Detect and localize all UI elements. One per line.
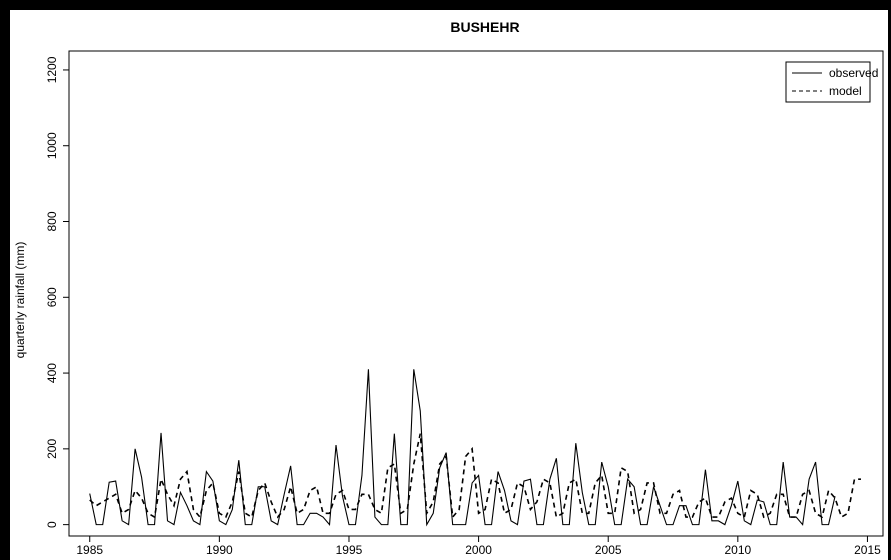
x-axis: 1985 1990 1995 2000 2005 2010 2015 — [76, 536, 881, 557]
y-tick-label: 800 — [45, 211, 59, 231]
y-tick-label: 1200 — [45, 56, 59, 83]
series-layer — [89, 369, 861, 527]
x-tick-label: 2010 — [724, 543, 751, 557]
legend: observed model — [785, 61, 878, 103]
x-tick-label: 1990 — [206, 543, 233, 557]
y-tick-label: 0 — [45, 521, 59, 528]
series-line-observed — [89, 369, 836, 527]
y-axis: 0 200 400 600 800 1000 1200 — [45, 56, 69, 528]
x-tick-label: 2000 — [465, 543, 492, 557]
chart-title: BUSHEHR — [450, 19, 519, 35]
legend-box — [785, 61, 871, 103]
y-tick-label: 200 — [45, 439, 59, 459]
y-tick-label: 600 — [45, 287, 59, 307]
x-tick-label: 2005 — [595, 543, 622, 557]
y-tick-label: 1000 — [45, 132, 59, 159]
y-axis-label: quarterly rainfall (mm) — [13, 242, 27, 359]
plot-area — [68, 50, 884, 537]
x-tick-label: 1985 — [76, 543, 103, 557]
y-tick-label: 400 — [45, 363, 59, 383]
x-tick-label: 2015 — [854, 543, 881, 557]
legend-observed-label: observed — [829, 66, 878, 80]
legend-model-label: model — [829, 84, 862, 98]
x-tick-label: 1995 — [336, 543, 363, 557]
